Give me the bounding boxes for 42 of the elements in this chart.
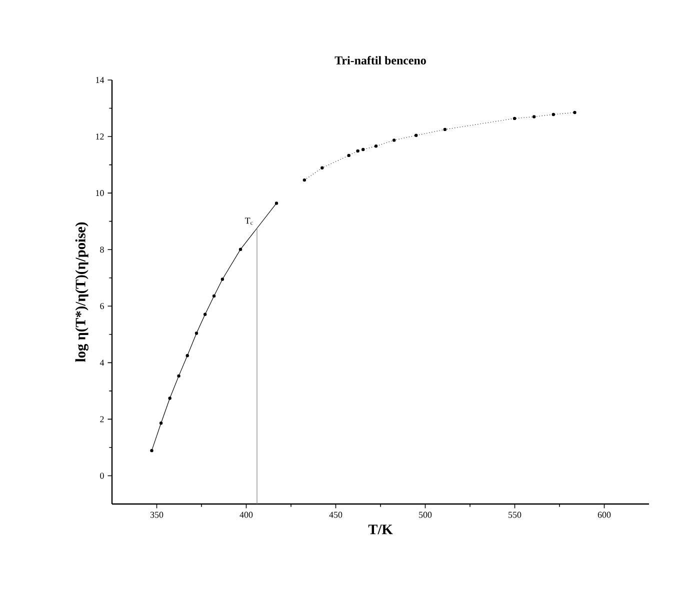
point [168,396,172,400]
point [177,374,180,378]
y-tick-label: 4 [100,360,104,366]
point [512,116,516,120]
y-tick-label: 8 [100,246,104,253]
point [320,166,324,170]
point [552,112,556,116]
point [150,448,154,452]
point [159,422,163,425]
point [238,248,242,251]
point [194,332,198,335]
x-axis-title: T/K [368,524,393,534]
y-axis-title: log η(T*)/η(T)(η/poise) [75,222,88,362]
y-tick-label: 6 [100,303,104,310]
point [443,128,447,132]
point [186,354,189,358]
point [573,110,576,114]
x-tick-label: 400 [240,512,253,518]
x-tick-label: 600 [598,512,611,518]
x-tick-label: 550 [508,512,522,518]
point [532,115,536,118]
y-tick-label: 0 [100,472,104,479]
point [374,144,378,148]
y-tick-label: 14 [96,77,104,83]
point [392,138,396,142]
point [302,178,306,182]
y-tick-label: 2 [100,416,104,422]
point [274,202,278,205]
point [362,148,365,152]
point [220,278,224,281]
ref-line-label: T$_{c}$ [245,218,253,225]
chart-title: Tri-naftil benceno [334,56,426,64]
x-tick-label: 350 [150,512,164,518]
x-tick-label: 450 [329,512,342,518]
point [414,134,418,137]
point [347,154,350,158]
point [356,149,360,153]
y-tick-label: 10 [96,190,104,196]
y-tick-label: 12 [96,134,104,140]
x-tick-label: 500 [419,512,432,518]
point [212,294,216,298]
point [203,312,207,316]
